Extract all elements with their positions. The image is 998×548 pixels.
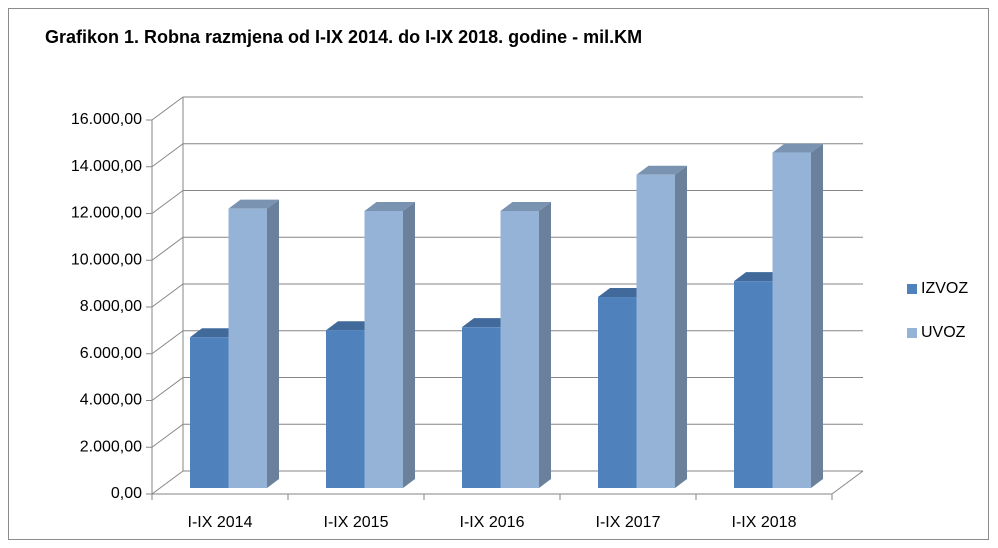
bar-top	[598, 288, 649, 298]
bar-top	[364, 202, 415, 212]
bar-side	[811, 143, 823, 488]
grid-line-side	[151, 283, 184, 308]
bar	[500, 211, 539, 488]
floor-right	[831, 470, 864, 495]
legend-swatch	[907, 328, 917, 338]
bar	[364, 211, 403, 488]
bar	[598, 297, 637, 488]
grid-line-side	[151, 470, 184, 495]
x-tick-label: I-IX 2015	[324, 514, 389, 531]
bar	[228, 208, 267, 488]
bar	[772, 152, 811, 488]
chart-title: Grafikon 1. Robna razmjena od I-IX 2014.…	[45, 27, 642, 47]
bar	[462, 327, 501, 488]
bar-top	[772, 143, 823, 153]
grid-line-side	[151, 190, 184, 214]
grid-line-side	[151, 143, 184, 168]
y-tick-label: 12.000,00	[71, 205, 142, 222]
y-tick-label: 14.000,00	[71, 158, 142, 175]
bar-side	[267, 199, 279, 488]
bar	[734, 281, 773, 488]
bar-top	[326, 321, 377, 331]
grid-line-side	[151, 236, 184, 261]
grid-line-side	[151, 423, 184, 448]
bar-top	[228, 199, 279, 209]
bar-top	[190, 328, 241, 338]
grid-line-side	[151, 377, 184, 401]
x-tick-label: I-IX 2016	[460, 514, 525, 531]
grid-line-side	[151, 330, 184, 355]
bar-side	[539, 202, 551, 488]
y-tick-label: 2.000,00	[80, 438, 142, 455]
grid-line-side	[151, 96, 184, 121]
y-tick-label: 6.000,00	[80, 345, 142, 362]
legend-label: IZVOZ	[921, 280, 968, 297]
y-tick-label: 8.000,00	[80, 298, 142, 315]
bar-top	[636, 165, 687, 175]
bar	[326, 330, 365, 488]
bar-side	[675, 165, 687, 488]
x-tick-label: I-IX 2018	[732, 514, 797, 531]
bar-side	[403, 202, 415, 488]
bar-top	[462, 318, 513, 328]
x-tick-label: I-IX 2017	[596, 514, 661, 531]
x-tick-label: I-IX 2014	[188, 514, 253, 531]
y-tick-label: 16.000,00	[71, 111, 142, 128]
y-tick-label: 0,00	[111, 485, 142, 502]
legend-label: UVOZ	[921, 324, 966, 341]
bar-top	[500, 202, 551, 212]
bar-top	[734, 272, 785, 282]
y-tick-label: 10.000,00	[71, 251, 142, 268]
bar	[636, 174, 675, 488]
bar	[190, 337, 229, 488]
legend-swatch	[907, 284, 917, 294]
y-tick-label: 4.000,00	[80, 392, 142, 409]
